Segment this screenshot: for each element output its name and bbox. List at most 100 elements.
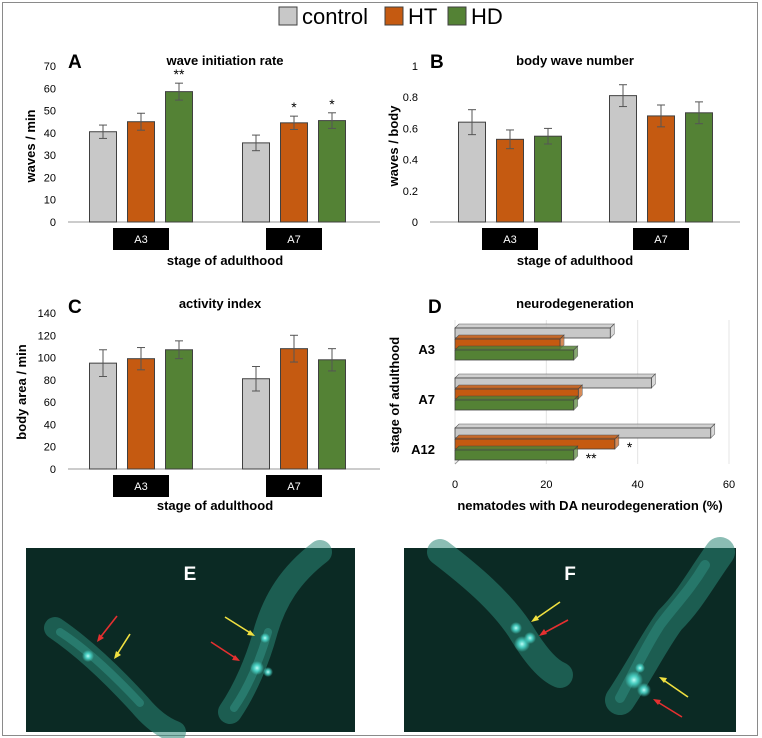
d-bar-top-A3-control xyxy=(454,323,615,329)
c-ytick-20: 20 xyxy=(44,442,56,454)
b-bar-A3-HD xyxy=(534,135,562,223)
c-ytick-0: 0 xyxy=(50,464,56,476)
c-ytick-40: 40 xyxy=(44,419,56,431)
c-ytick-100: 100 xyxy=(38,353,56,365)
a-sig-A7-HT: * xyxy=(291,99,297,115)
panel-a-xlabel: stage of adulthood xyxy=(167,253,283,268)
micrograph-e: E xyxy=(26,540,355,738)
legend-swatch-HD xyxy=(447,6,467,26)
c-group-box-A7 xyxy=(266,475,322,497)
worm-e-left-core xyxy=(56,628,144,707)
a-bar-A3-control xyxy=(89,131,117,223)
panel-a-title: wave initiation rate xyxy=(165,53,283,68)
panel-a-labels: A wave initiation rate stage of adulthoo… xyxy=(23,52,284,268)
d-bar-top-A12-HD xyxy=(454,445,579,451)
neuron-f1 xyxy=(510,622,522,634)
c-bar-A3-HD xyxy=(165,349,193,470)
legend-swatch-HT xyxy=(384,6,404,26)
c-bar-A7-HT xyxy=(280,348,308,470)
neuron-f5 xyxy=(637,683,651,697)
d-bar-top-A3-HD xyxy=(454,345,579,351)
d-floor-edge xyxy=(454,459,460,465)
panel-d-ylabel: stage of adulthood xyxy=(387,337,402,453)
d-category-label-A7: A7 xyxy=(418,392,435,407)
arrow-yellow-f1 xyxy=(531,601,561,622)
neuron-e3 xyxy=(250,661,264,675)
c-bar-A7-HD xyxy=(318,359,346,470)
neuron-f4 xyxy=(625,671,643,689)
a-bar-A7-HD xyxy=(318,120,346,223)
legend-label-HT: HT xyxy=(408,4,437,29)
panel-b-title: body wave number xyxy=(516,53,634,68)
c-group-label-A7: A7 xyxy=(287,481,300,493)
c-ytick-80: 80 xyxy=(44,375,56,387)
a-group-box-A3 xyxy=(113,228,169,250)
d-bar-top-A7-HD xyxy=(454,395,579,401)
d-bar-top-A7-control xyxy=(454,373,657,379)
a-ytick-0: 0 xyxy=(50,217,56,229)
c-ytick-60: 60 xyxy=(44,397,56,409)
c-bar-A3-control xyxy=(89,362,117,470)
d-sig-A12-HT: * xyxy=(627,439,633,455)
d-bar-A7-HD xyxy=(454,399,575,411)
neuron-f3 xyxy=(524,632,536,644)
d-bar-top-A3-HT xyxy=(454,334,565,340)
b-group-label-A7: A7 xyxy=(654,234,667,246)
a-group-label-A7: A7 xyxy=(287,234,300,246)
b-group-box-A3 xyxy=(482,228,538,250)
b-group-box-A7 xyxy=(633,228,689,250)
c-group-box-A3 xyxy=(113,475,169,497)
b-ytick-0.8: 0.8 xyxy=(403,92,418,104)
a-ytick-20: 20 xyxy=(44,172,56,184)
d-category-label-A3: A3 xyxy=(418,342,435,357)
b-bar-A7-HT xyxy=(647,115,675,223)
d-bar-A12-HD xyxy=(454,449,575,461)
a-ytick-70: 70 xyxy=(44,61,56,73)
a-bar-A7-control xyxy=(242,142,270,223)
arrow-red-e2 xyxy=(210,641,240,661)
panel-d-xlabel: nematodes with DA neurodegeneration (%) xyxy=(457,498,722,513)
panel-d-letter: D xyxy=(428,297,442,318)
legend: control HT HD xyxy=(278,4,503,29)
panel-d-title: neurodegeneration xyxy=(516,296,634,311)
neuron-f6 xyxy=(635,663,645,673)
panel-b-labels: B body wave number stage of adulthood wa… xyxy=(386,52,634,268)
d-bar-top-A7-HT xyxy=(454,384,584,390)
arrow-yellow-e2 xyxy=(224,616,255,636)
a-group-box-A7 xyxy=(266,228,322,250)
d-category-label-A12: A12 xyxy=(411,442,435,457)
d-xtick-0: 0 xyxy=(452,479,458,491)
a-bar-A3-HD xyxy=(165,91,193,223)
c-group-label-A3: A3 xyxy=(134,481,147,493)
chart-b: 0 0.2 0.4 0.6 0.8 1 A3 A7 xyxy=(403,61,740,250)
panel-c-ylabel: body area / min xyxy=(14,344,29,439)
a-group-label-A3: A3 xyxy=(134,234,147,246)
legend-label-HD: HD xyxy=(471,4,503,29)
arrow-red-f1 xyxy=(539,619,569,636)
d-bar-top-A12-control xyxy=(454,423,716,429)
panel-b-xlabel: stage of adulthood xyxy=(517,253,633,268)
panel-b-letter: B xyxy=(430,52,444,73)
panel-d-labels: D neurodegeneration nematodes with DA ne… xyxy=(387,296,723,513)
panel-c-xlabel: stage of adulthood xyxy=(157,498,273,513)
worm-e-left-body xyxy=(44,617,186,738)
a-bar-A3-HT xyxy=(127,121,155,223)
neuron-e2 xyxy=(260,633,270,643)
d-bar-A3-HD xyxy=(454,349,575,361)
arrow-yellow-f2 xyxy=(659,677,689,698)
c-bar-A7-control xyxy=(242,378,270,470)
c-ytick-140: 140 xyxy=(38,308,56,320)
c-ytick-120: 120 xyxy=(38,330,56,342)
a-sig-A7-HD: * xyxy=(329,96,335,112)
a-bar-A7-HT xyxy=(280,122,308,223)
d-xtick-40: 40 xyxy=(632,479,644,491)
worm-e-right-body xyxy=(218,540,332,724)
neuron-e1 xyxy=(82,650,94,662)
d-bar-top-A12-HT xyxy=(454,434,620,440)
a-ytick-40: 40 xyxy=(44,128,56,140)
d-xtick-60: 60 xyxy=(723,479,735,491)
b-ytick-0.2: 0.2 xyxy=(403,186,418,198)
